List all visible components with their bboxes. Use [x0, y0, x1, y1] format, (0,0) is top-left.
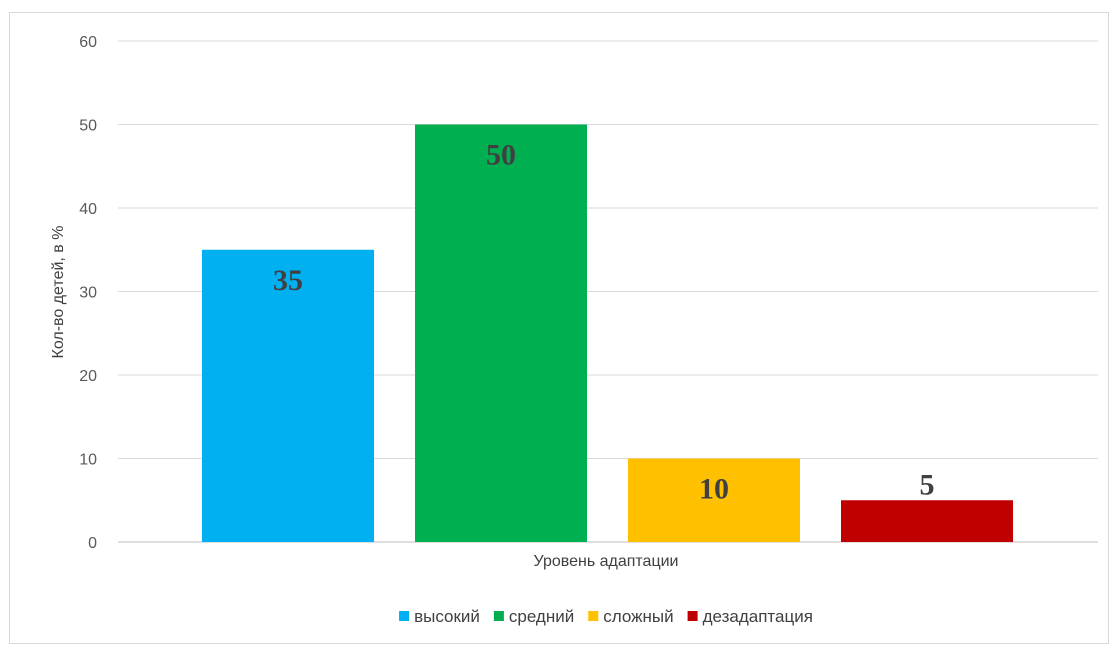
y-axis-ticks: 0 10 20 30 40 50 60 — [79, 34, 97, 552]
legend-label: сложный — [603, 607, 673, 626]
bar-1 — [202, 249, 374, 542]
data-label: 5 — [920, 468, 935, 501]
legend-swatch — [687, 611, 698, 621]
y-tick-label: 30 — [79, 285, 97, 302]
legend-label: высокий — [414, 607, 480, 626]
data-label: 50 — [486, 139, 516, 172]
data-labels: 35 50 10 5 — [273, 139, 935, 506]
y-tick-label: 60 — [79, 34, 97, 51]
legend-swatch — [493, 611, 504, 621]
x-axis-title: Уровень адаптации — [534, 553, 679, 570]
y-tick-label: 50 — [79, 118, 97, 135]
bar-3 — [628, 458, 800, 542]
y-tick-label: 10 — [79, 452, 97, 469]
y-tick-label: 0 — [88, 535, 97, 552]
data-label: 10 — [699, 473, 729, 506]
y-tick-label: 40 — [79, 201, 97, 218]
legend-swatch — [588, 611, 599, 621]
legend-swatch — [399, 611, 410, 621]
legend: высокий средний сложный дезадаптация — [399, 607, 813, 626]
legend-label: дезадаптация — [703, 607, 813, 626]
y-tick-label: 20 — [79, 368, 97, 385]
bar-2 — [415, 124, 587, 542]
bar-4 — [841, 500, 1013, 542]
legend-label: средний — [509, 607, 574, 626]
y-axis-title: Кол-во детей, в % — [50, 226, 67, 359]
bars — [202, 124, 1013, 542]
data-label: 35 — [273, 264, 303, 297]
